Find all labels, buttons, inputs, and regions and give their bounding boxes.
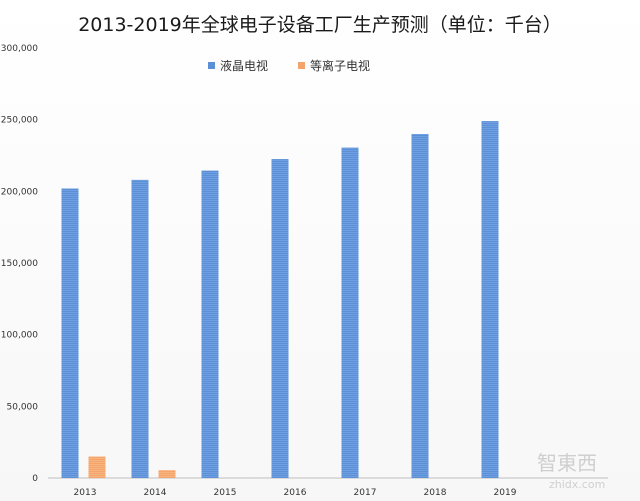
watermark-logo-text: 智東西 <box>537 451 597 475</box>
y-tick-label: 250,000 <box>1 116 38 126</box>
bar-lcd-2017 <box>341 147 359 478</box>
bar-plasma-2013 <box>88 456 106 478</box>
watermark: 智東西 zhidx.com <box>537 451 605 491</box>
bars <box>61 121 499 479</box>
x-tick-label: 2019 <box>494 488 517 498</box>
chart-title: 2013-2019年全球电子设备工厂生产预测（单位：千台） <box>78 14 562 36</box>
bar-lcd-2019 <box>481 121 499 478</box>
legend-swatch-plasma <box>298 62 305 69</box>
legend-label-plasma: 等离子电视 <box>310 58 370 73</box>
y-axis-ticks: 0 50,000 100,000 150,000 200,000 250,000 300,0… <box>1 44 38 484</box>
y-tick-label: 200,000 <box>1 187 38 197</box>
legend-label-lcd: 液晶电视 <box>220 58 268 73</box>
watermark-url: zhidx.com <box>549 478 605 491</box>
bar-plasma-2014 <box>158 470 176 478</box>
x-tick-label: 2016 <box>284 488 307 498</box>
bar-lcd-2016 <box>271 159 289 479</box>
x-axis-ticks: 2013 2014 2015 2016 2017 2018 2019 <box>74 488 517 498</box>
y-tick-label: 100,000 <box>1 331 38 341</box>
legend-swatch-lcd <box>208 62 215 69</box>
legend: 液晶电视 等离子电视 <box>208 58 370 73</box>
bar-lcd-2014 <box>131 179 149 478</box>
bar-lcd-2018 <box>411 134 429 478</box>
y-tick-label: 300,000 <box>1 44 38 54</box>
x-tick-label: 2013 <box>74 488 97 498</box>
x-tick-label: 2017 <box>354 488 377 498</box>
y-tick-label: 150,000 <box>1 259 38 269</box>
y-tick-label: 0 <box>32 474 38 484</box>
x-tick-label: 2014 <box>144 488 167 498</box>
x-tick-label: 2015 <box>214 488 237 498</box>
bar-lcd-2015 <box>201 170 219 479</box>
x-tick-label: 2018 <box>424 488 447 498</box>
y-tick-label: 50,000 <box>7 402 39 412</box>
bar-lcd-2013 <box>61 188 79 478</box>
